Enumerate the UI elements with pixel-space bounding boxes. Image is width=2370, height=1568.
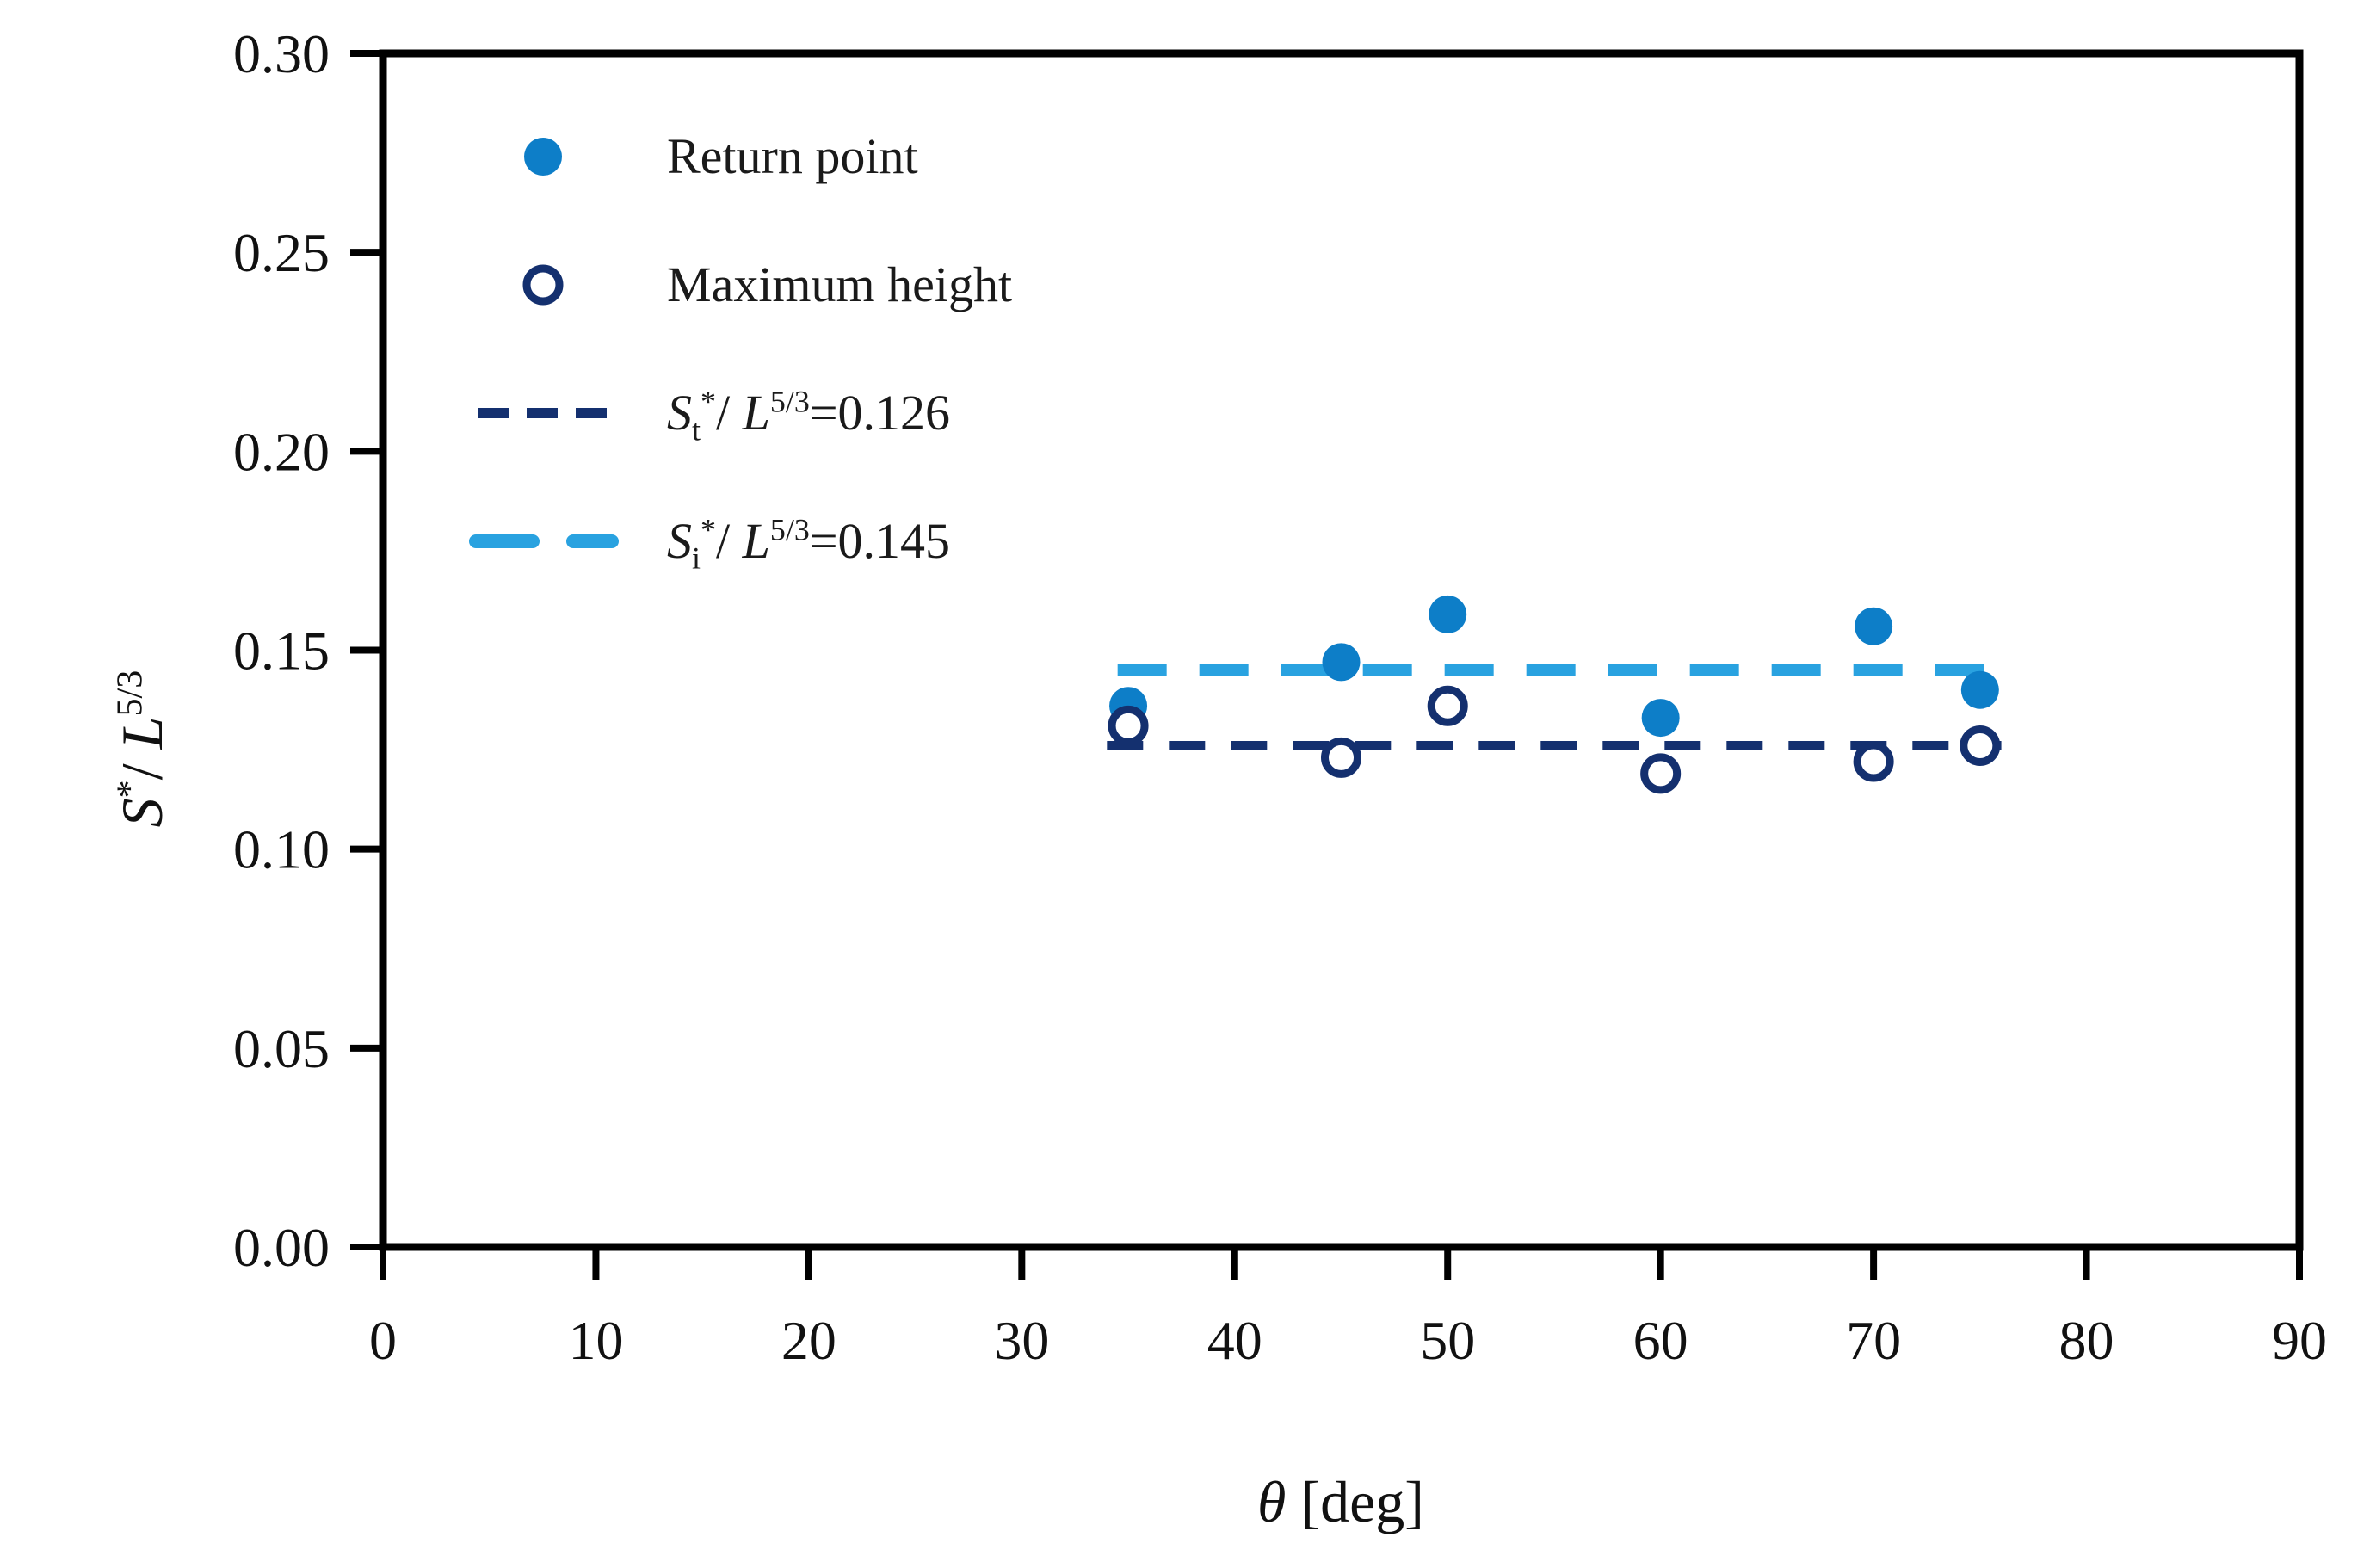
legend-item-st-line: St*/ L5/3=0.126 <box>430 349 1012 477</box>
legend-label-maximum-height: Maximum height <box>667 256 1013 312</box>
y-tick-label: 0.15 <box>233 620 330 682</box>
x-tick-label: 10 <box>568 1310 623 1371</box>
filled-circle-marker-icon <box>430 131 667 182</box>
x-tick-label: 70 <box>1846 1310 1901 1371</box>
lightblue-dashed-line-icon <box>430 515 667 567</box>
data-point-return-point <box>1429 595 1467 633</box>
data-point-maximum-height <box>1853 741 1894 782</box>
x-tick-label: 50 <box>1420 1310 1475 1371</box>
x-tick-label: 0 <box>369 1310 397 1371</box>
data-point-maximum-height <box>1960 725 2001 766</box>
data-point-return-point <box>1322 643 1361 682</box>
x-tick-label: 60 <box>1633 1310 1688 1371</box>
y-tick-label: 0.00 <box>233 1217 330 1278</box>
legend-label-return-point: Return point <box>667 127 918 184</box>
legend: Return point Maximum height St*/ L5/3=0.… <box>430 92 1012 605</box>
data-point-maximum-height <box>1640 753 1682 794</box>
legend-item-return-point: Return point <box>430 92 1012 220</box>
x-tick-label: 30 <box>994 1310 1049 1371</box>
navy-dashed-line-icon <box>430 387 667 439</box>
y-axis-title: S*/ L5/3 <box>109 670 175 828</box>
x-tick-label: 20 <box>781 1310 836 1371</box>
y-tick-label: 0.20 <box>233 421 330 482</box>
data-point-return-point <box>1855 607 1893 645</box>
y-tick-label: 0.10 <box>233 819 330 880</box>
x-tick-label: 90 <box>2272 1310 2327 1371</box>
y-tick-label: 0.05 <box>233 1018 330 1079</box>
data-point-return-point <box>1960 670 1999 709</box>
x-tick-label: 80 <box>2059 1310 2114 1371</box>
legend-label-st-line: St*/ L5/3=0.126 <box>667 384 951 448</box>
data-point-maximum-height <box>1321 737 1361 778</box>
legend-item-si-line: Si*/ L5/3=0.145 <box>430 477 1012 605</box>
x-axis-title: θ [deg] <box>1257 1469 1424 1534</box>
x-tick-label: 40 <box>1207 1310 1262 1371</box>
open-circle-marker-icon <box>430 259 667 311</box>
y-tick-label: 0.30 <box>233 23 330 84</box>
legend-label-si-line: Si*/ L5/3=0.145 <box>667 512 951 576</box>
data-point-maximum-height <box>1108 705 1149 746</box>
legend-item-maximum-height: Maximum height <box>430 220 1012 349</box>
data-point-maximum-height <box>1427 685 1468 726</box>
y-tick-label: 0.25 <box>233 222 330 283</box>
data-point-return-point <box>1641 699 1680 738</box>
